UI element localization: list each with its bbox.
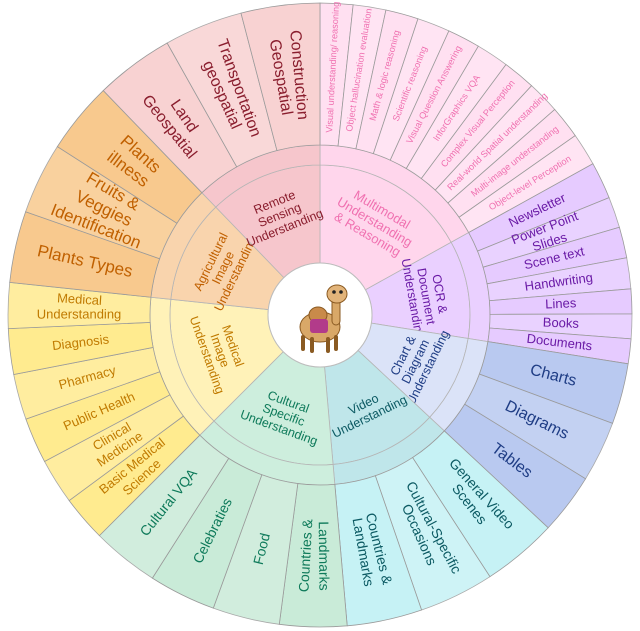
category-multimodal-understanding-and-reasoning: Visual understanding/ reasoning Object ha… [319, 1, 594, 291]
item-books: Books [543, 315, 580, 331]
item-label: Lines [545, 295, 577, 311]
category-video-understanding: General VideoScenesCultural-SpecificOcca… [324, 349, 549, 627]
item-countries-and-landmarks: Countries &Landmarks [295, 518, 332, 593]
item-diagnosis: Diagnosis [51, 331, 110, 353]
item-label: Understanding [37, 307, 122, 322]
category-medical-image-understanding: Basic MedicalScienceClinicalMedicinePubl… [7, 281, 284, 537]
item-label: Countries & [295, 518, 315, 593]
category-label-line: OCR & [429, 273, 450, 315]
category-cultural-specific-understanding: Countries & LandmarksFoodCelebratiesCultu… [98, 351, 348, 628]
item-label: Diagnosis [51, 331, 110, 353]
item-label: Landmarks [316, 521, 333, 590]
item-label: Medical [57, 290, 103, 308]
item-label: Books [543, 315, 580, 331]
item-lines: Lines [545, 295, 577, 311]
item-label: Food [250, 531, 273, 566]
item-food: Food [250, 531, 273, 566]
item-segment [240, 2, 321, 152]
camel-mascot [267, 262, 373, 368]
